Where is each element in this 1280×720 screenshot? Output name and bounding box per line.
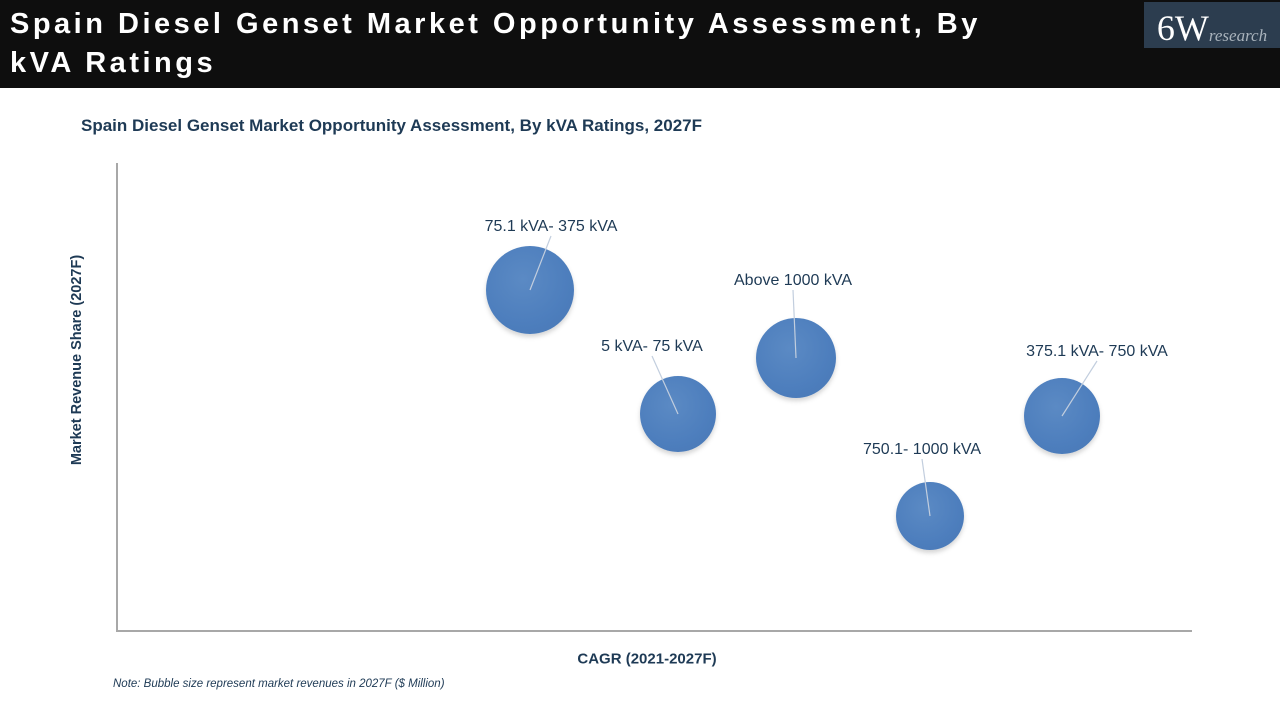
x-axis-label: CAGR (2021-2027F) bbox=[577, 650, 717, 668]
y-axis-label: Market Revenue Share (2027F) bbox=[69, 254, 85, 466]
bubble-label-75-375: 75.1 kVA- 375 kVA bbox=[484, 218, 618, 235]
bubble-above-1000 bbox=[756, 318, 836, 398]
logo-6w-text: 6W bbox=[1156, 8, 1209, 48]
header-bar: Spain Diesel Genset Market Opportunity A… bbox=[0, 0, 1280, 88]
page-title: Spain Diesel Genset Market Opportunity A… bbox=[10, 5, 981, 83]
y-axis-line bbox=[116, 163, 118, 631]
x-axis-line bbox=[116, 630, 1192, 632]
page-title-line2: kVA Ratings bbox=[10, 47, 217, 79]
bubble-5-75 bbox=[640, 376, 716, 452]
footnote: Note: Bubble size represent market reven… bbox=[113, 678, 445, 690]
bubble-75-375 bbox=[486, 246, 574, 334]
logo-research-text: research bbox=[1208, 26, 1268, 45]
bubble-label-above-1000: Above 1000 kVA bbox=[733, 272, 853, 289]
bubble-375-750 bbox=[1024, 378, 1100, 454]
bubble-label-750-1000: 750.1- 1000 kVA bbox=[862, 441, 982, 458]
brand-logo: 6W research bbox=[1144, 2, 1280, 48]
bubble-750-1000 bbox=[896, 482, 964, 550]
bubble-label-5-75: 5 kVA- 75 kVA bbox=[601, 338, 703, 355]
bubble-label-375-750: 375.1 kVA- 750 kVA bbox=[1026, 343, 1168, 360]
page-title-line1: Spain Diesel Genset Market Opportunity A… bbox=[10, 8, 981, 40]
chart-title: Spain Diesel Genset Market Opportunity A… bbox=[81, 116, 703, 135]
